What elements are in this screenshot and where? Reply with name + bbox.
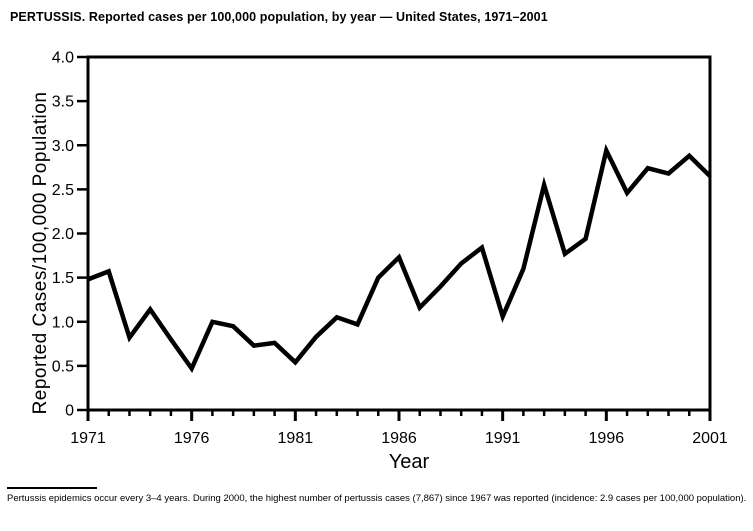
chart-title: PERTUSSIS. Reported cases per 100,000 po…: [10, 10, 548, 24]
y-tick-label: 2.0: [52, 226, 74, 243]
x-tick-label: 2001: [692, 430, 728, 447]
plot-box: [86, 55, 712, 412]
y-tick-label: 1.5: [52, 270, 74, 287]
x-tick-label: 1986: [381, 430, 417, 447]
data-line: [87, 143, 712, 374]
y-tick-label: 2.5: [52, 182, 74, 199]
y-tick-label: 3.0: [52, 138, 74, 155]
x-axis-title: Year: [389, 451, 430, 473]
pertussis-incidence-chart: 0 0.5 1.0 1.5 2.0 2.5 3.0 3.5 4.0 1971 1976 1981 198…: [30, 50, 728, 474]
y-tick-label: 1.0: [52, 314, 74, 331]
footnote-text: Pertussis epidemics occur every 3–4 year…: [7, 493, 747, 504]
x-tick-label: 1981: [278, 430, 314, 447]
footnote-rule: [7, 487, 97, 489]
y-axis-title: Reported Cases/100,000 Population: [30, 92, 51, 415]
y-tick-label: 0.5: [52, 358, 74, 375]
x-tick-label: 1976: [174, 430, 210, 447]
x-tick-label: 1971: [70, 430, 106, 447]
y-tick-label: 0: [65, 403, 74, 420]
x-tick-label: 1991: [485, 430, 521, 447]
y-tick-label: 4.0: [52, 50, 74, 67]
y-tick-label: 3.5: [52, 94, 74, 111]
x-tick-label: 1996: [589, 430, 625, 447]
